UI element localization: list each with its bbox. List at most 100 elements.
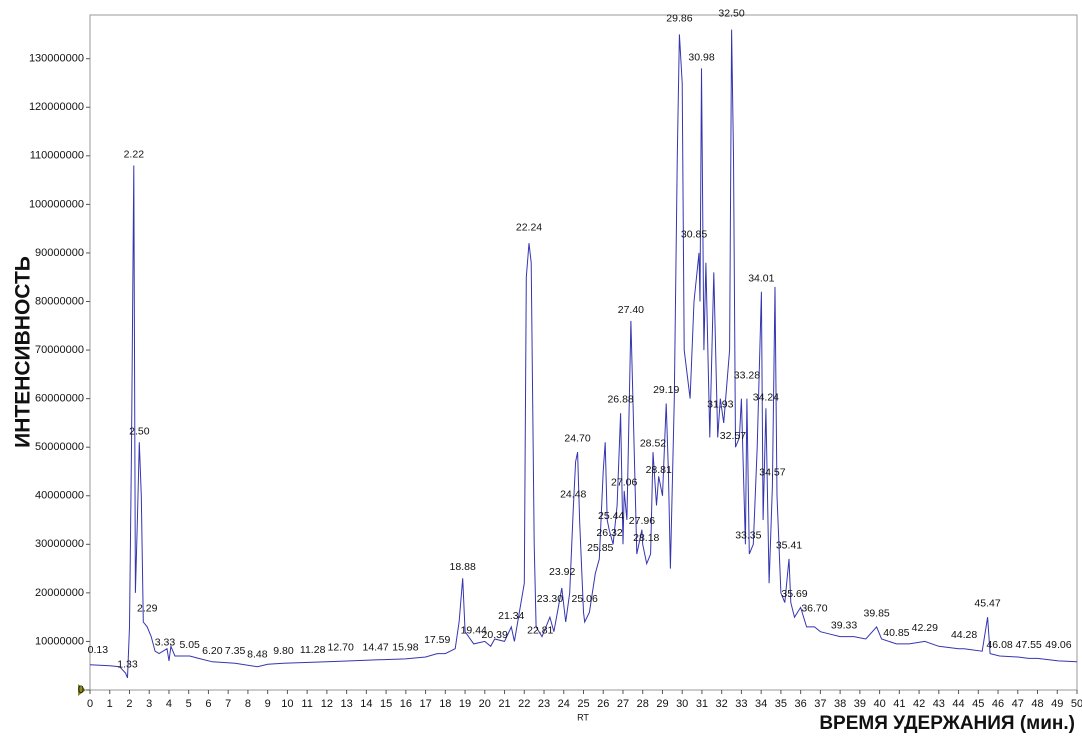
x-tick-label: 13	[340, 698, 352, 710]
peak-label: 29.86	[666, 12, 692, 24]
plot-frame	[89, 14, 1078, 691]
y-axis-title: ИНТЕНСИВНОСТЬ	[12, 256, 35, 448]
peak-label: 29.19	[653, 384, 679, 396]
peak-label: 0.13	[88, 644, 109, 656]
x-tick-label: 8	[245, 698, 251, 710]
x-tick-label: 41	[893, 698, 905, 710]
peak-label: 1.33	[117, 658, 138, 670]
peak-label: 22.81	[527, 624, 553, 636]
peak-label: 15.98	[392, 641, 418, 653]
peak-label: 35.41	[776, 539, 802, 551]
peak-label: 42.29	[912, 622, 938, 634]
x-tick-label: 7	[225, 698, 231, 710]
x-tick-label: 34	[755, 698, 767, 710]
peak-label: 34.01	[748, 272, 774, 284]
x-tick-label: 1	[107, 698, 113, 710]
peak-label: 22.24	[516, 221, 542, 233]
peak-label: 49.06	[1045, 639, 1071, 651]
x-sublabel: RT	[577, 712, 589, 722]
peak-label: 27.06	[611, 476, 637, 488]
y-tick-label: 120000000	[29, 101, 84, 113]
peak-label: 44.28	[951, 629, 977, 641]
x-tick-label: 33	[735, 698, 747, 710]
peak-label: 2.22	[124, 148, 145, 160]
peak-label: 5.05	[179, 639, 200, 651]
peak-label: 19.44	[461, 624, 487, 636]
y-tick-label: 30000000	[35, 538, 84, 550]
x-tick-label: 25	[577, 698, 589, 710]
x-tick-label: 43	[933, 698, 945, 710]
peak-label: 12.70	[328, 641, 354, 653]
x-tick-label: 26	[597, 698, 609, 710]
x-tick-label: 32	[716, 698, 728, 710]
x-tick-label: 24	[558, 698, 570, 710]
y-tick-label: 50000000	[35, 441, 84, 453]
peak-label: 39.33	[831, 620, 857, 632]
x-axis-title: ВРЕМЯ УДЕРЖАНИЯ (мин.)	[819, 713, 1075, 734]
peak-label: 28.81	[646, 464, 672, 476]
peak-label: 18.88	[450, 561, 476, 573]
x-tick-label: 44	[952, 698, 964, 710]
peak-label: 14.47	[362, 641, 388, 653]
x-tick-label: 50	[1071, 698, 1082, 710]
peak-label: 3.33	[155, 637, 176, 649]
y-tick-label: 0	[78, 684, 84, 696]
x-tick-label: 21	[498, 698, 510, 710]
peak-label: 25.44	[598, 510, 624, 522]
y-tick-label: 90000000	[35, 247, 84, 259]
y-tick-label: 130000000	[29, 53, 84, 65]
x-tick-label: 0	[87, 698, 93, 710]
peak-label: 25.06	[572, 593, 598, 605]
y-tick-label: 110000000	[30, 150, 84, 162]
peak-label: 26.88	[607, 394, 633, 406]
peak-label: 39.85	[863, 607, 889, 619]
x-tick-label: 2	[126, 698, 132, 710]
y-tick-label: 70000000	[35, 344, 84, 356]
x-tick-label: 22	[518, 698, 530, 710]
peak-label: 34.24	[753, 391, 779, 403]
x-tick-label: 47	[1012, 698, 1024, 710]
x-tick-label: 39	[854, 698, 866, 710]
peak-label: 6.20	[202, 645, 223, 657]
y-tick-label: 20000000	[35, 587, 84, 599]
peak-label: 24.70	[564, 433, 590, 445]
peak-label: 24.48	[560, 488, 586, 500]
y-tick-label: 10000000	[35, 635, 84, 647]
peak-label: 35.69	[781, 588, 807, 600]
x-tick-label: 11	[301, 698, 312, 710]
x-tick-label: 49	[1051, 698, 1063, 710]
peak-label: 25.85	[587, 542, 613, 554]
x-tick-label: 9	[265, 698, 271, 710]
x-tick-label: 30	[676, 698, 688, 710]
x-tick-label: 20	[479, 698, 491, 710]
x-tick-label: 42	[913, 698, 925, 710]
peak-label: 28.18	[633, 532, 659, 544]
x-tick-label: 40	[873, 698, 885, 710]
x-tick-label: 10	[281, 698, 293, 710]
peak-label: 36.70	[801, 603, 827, 615]
peak-label: 8.48	[247, 649, 268, 661]
peak-label: 21.34	[498, 610, 524, 622]
peak-label: 27.96	[629, 515, 655, 527]
x-tick-label: 17	[419, 698, 431, 710]
x-tick-label: 23	[538, 698, 550, 710]
x-tick-label: 36	[795, 698, 807, 710]
y-tick-label: 100000000	[29, 198, 84, 210]
x-tick-label: 19	[459, 698, 471, 710]
peak-label: 11.28	[300, 644, 326, 656]
peak-label: 2.50	[129, 425, 150, 437]
x-tick-label: 4	[166, 698, 172, 710]
y-tick-label: 40000000	[35, 490, 84, 502]
peak-label: 40.85	[883, 627, 909, 639]
peak-label: 27.40	[618, 304, 644, 316]
peak-label: 7.35	[225, 645, 246, 657]
peak-label: 28.52	[640, 437, 666, 449]
x-tick-label: 48	[1031, 698, 1043, 710]
x-tick-label: 5	[186, 698, 192, 710]
y-tick-label: 60000000	[35, 393, 84, 405]
peak-label: 45.47	[974, 598, 1000, 610]
peak-label: 23.30	[537, 593, 563, 605]
peak-label: 33.35	[735, 530, 761, 542]
peak-label: 32.57	[720, 430, 746, 442]
